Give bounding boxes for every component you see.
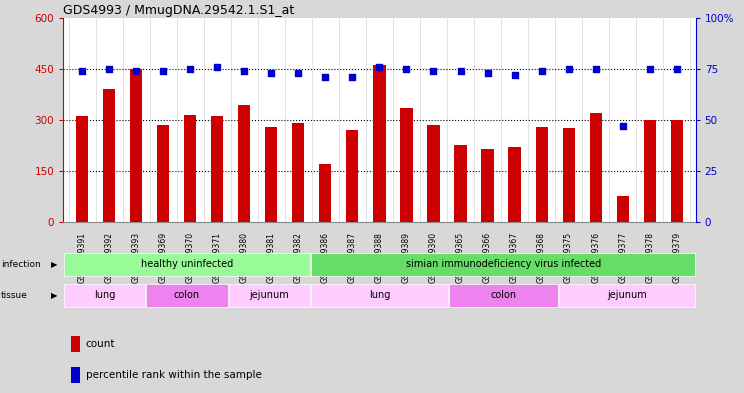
Point [617, 123, 629, 129]
Point [481, 70, 493, 76]
Bar [238, 105, 251, 222]
Bar [292, 123, 304, 222]
Bar [76, 116, 89, 222]
Point [644, 66, 655, 72]
Bar [670, 120, 683, 222]
Text: percentile rank within the sample: percentile rank within the sample [86, 370, 261, 380]
Bar [147, 284, 228, 307]
Bar [562, 129, 574, 222]
Point [400, 66, 412, 72]
Bar [559, 284, 695, 307]
Bar [311, 284, 448, 307]
Bar [185, 115, 196, 222]
Bar [373, 65, 385, 222]
Bar [508, 147, 521, 222]
Point [130, 68, 142, 74]
Point [428, 68, 440, 74]
Point [671, 66, 683, 72]
Point [103, 66, 115, 72]
Point [157, 68, 169, 74]
Bar [589, 113, 602, 222]
Bar [347, 130, 359, 222]
Point [292, 70, 304, 76]
Bar [103, 89, 115, 222]
Text: tissue: tissue [1, 291, 28, 300]
Bar [157, 125, 170, 222]
Text: colon: colon [174, 290, 200, 300]
Bar [130, 69, 142, 222]
Text: GDS4993 / MmugDNA.29542.1.S1_at: GDS4993 / MmugDNA.29542.1.S1_at [63, 4, 295, 17]
Bar [455, 145, 466, 222]
Bar [311, 253, 695, 276]
Text: lung: lung [94, 290, 115, 300]
Point [373, 64, 385, 70]
Point [238, 68, 250, 74]
Point [562, 66, 574, 72]
Bar [644, 120, 655, 222]
Point [455, 68, 466, 74]
Bar [211, 116, 223, 222]
Bar [64, 284, 145, 307]
Point [590, 66, 602, 72]
Bar [481, 149, 493, 222]
Point [536, 68, 548, 74]
Bar [228, 284, 310, 307]
Text: ▶: ▶ [51, 260, 57, 269]
Bar [427, 125, 440, 222]
Bar [64, 253, 310, 276]
Bar [617, 196, 629, 222]
Text: count: count [86, 339, 115, 349]
Point [185, 66, 196, 72]
Point [266, 70, 278, 76]
Text: ▶: ▶ [51, 291, 57, 300]
Bar [266, 127, 278, 222]
Point [319, 74, 331, 80]
Bar [319, 164, 332, 222]
Text: healthy uninfected: healthy uninfected [141, 259, 233, 269]
Point [347, 74, 359, 80]
Text: jejunum: jejunum [607, 290, 647, 300]
Text: lung: lung [369, 290, 390, 300]
Point [211, 64, 223, 70]
Text: infection: infection [1, 260, 40, 269]
Text: colon: colon [490, 290, 516, 300]
Bar [449, 284, 557, 307]
Text: jejunum: jejunum [249, 290, 289, 300]
Text: simian immunodeficiency virus infected: simian immunodeficiency virus infected [405, 259, 601, 269]
Bar [536, 127, 548, 222]
Point [76, 68, 88, 74]
Point [509, 72, 521, 78]
Bar [400, 108, 412, 222]
